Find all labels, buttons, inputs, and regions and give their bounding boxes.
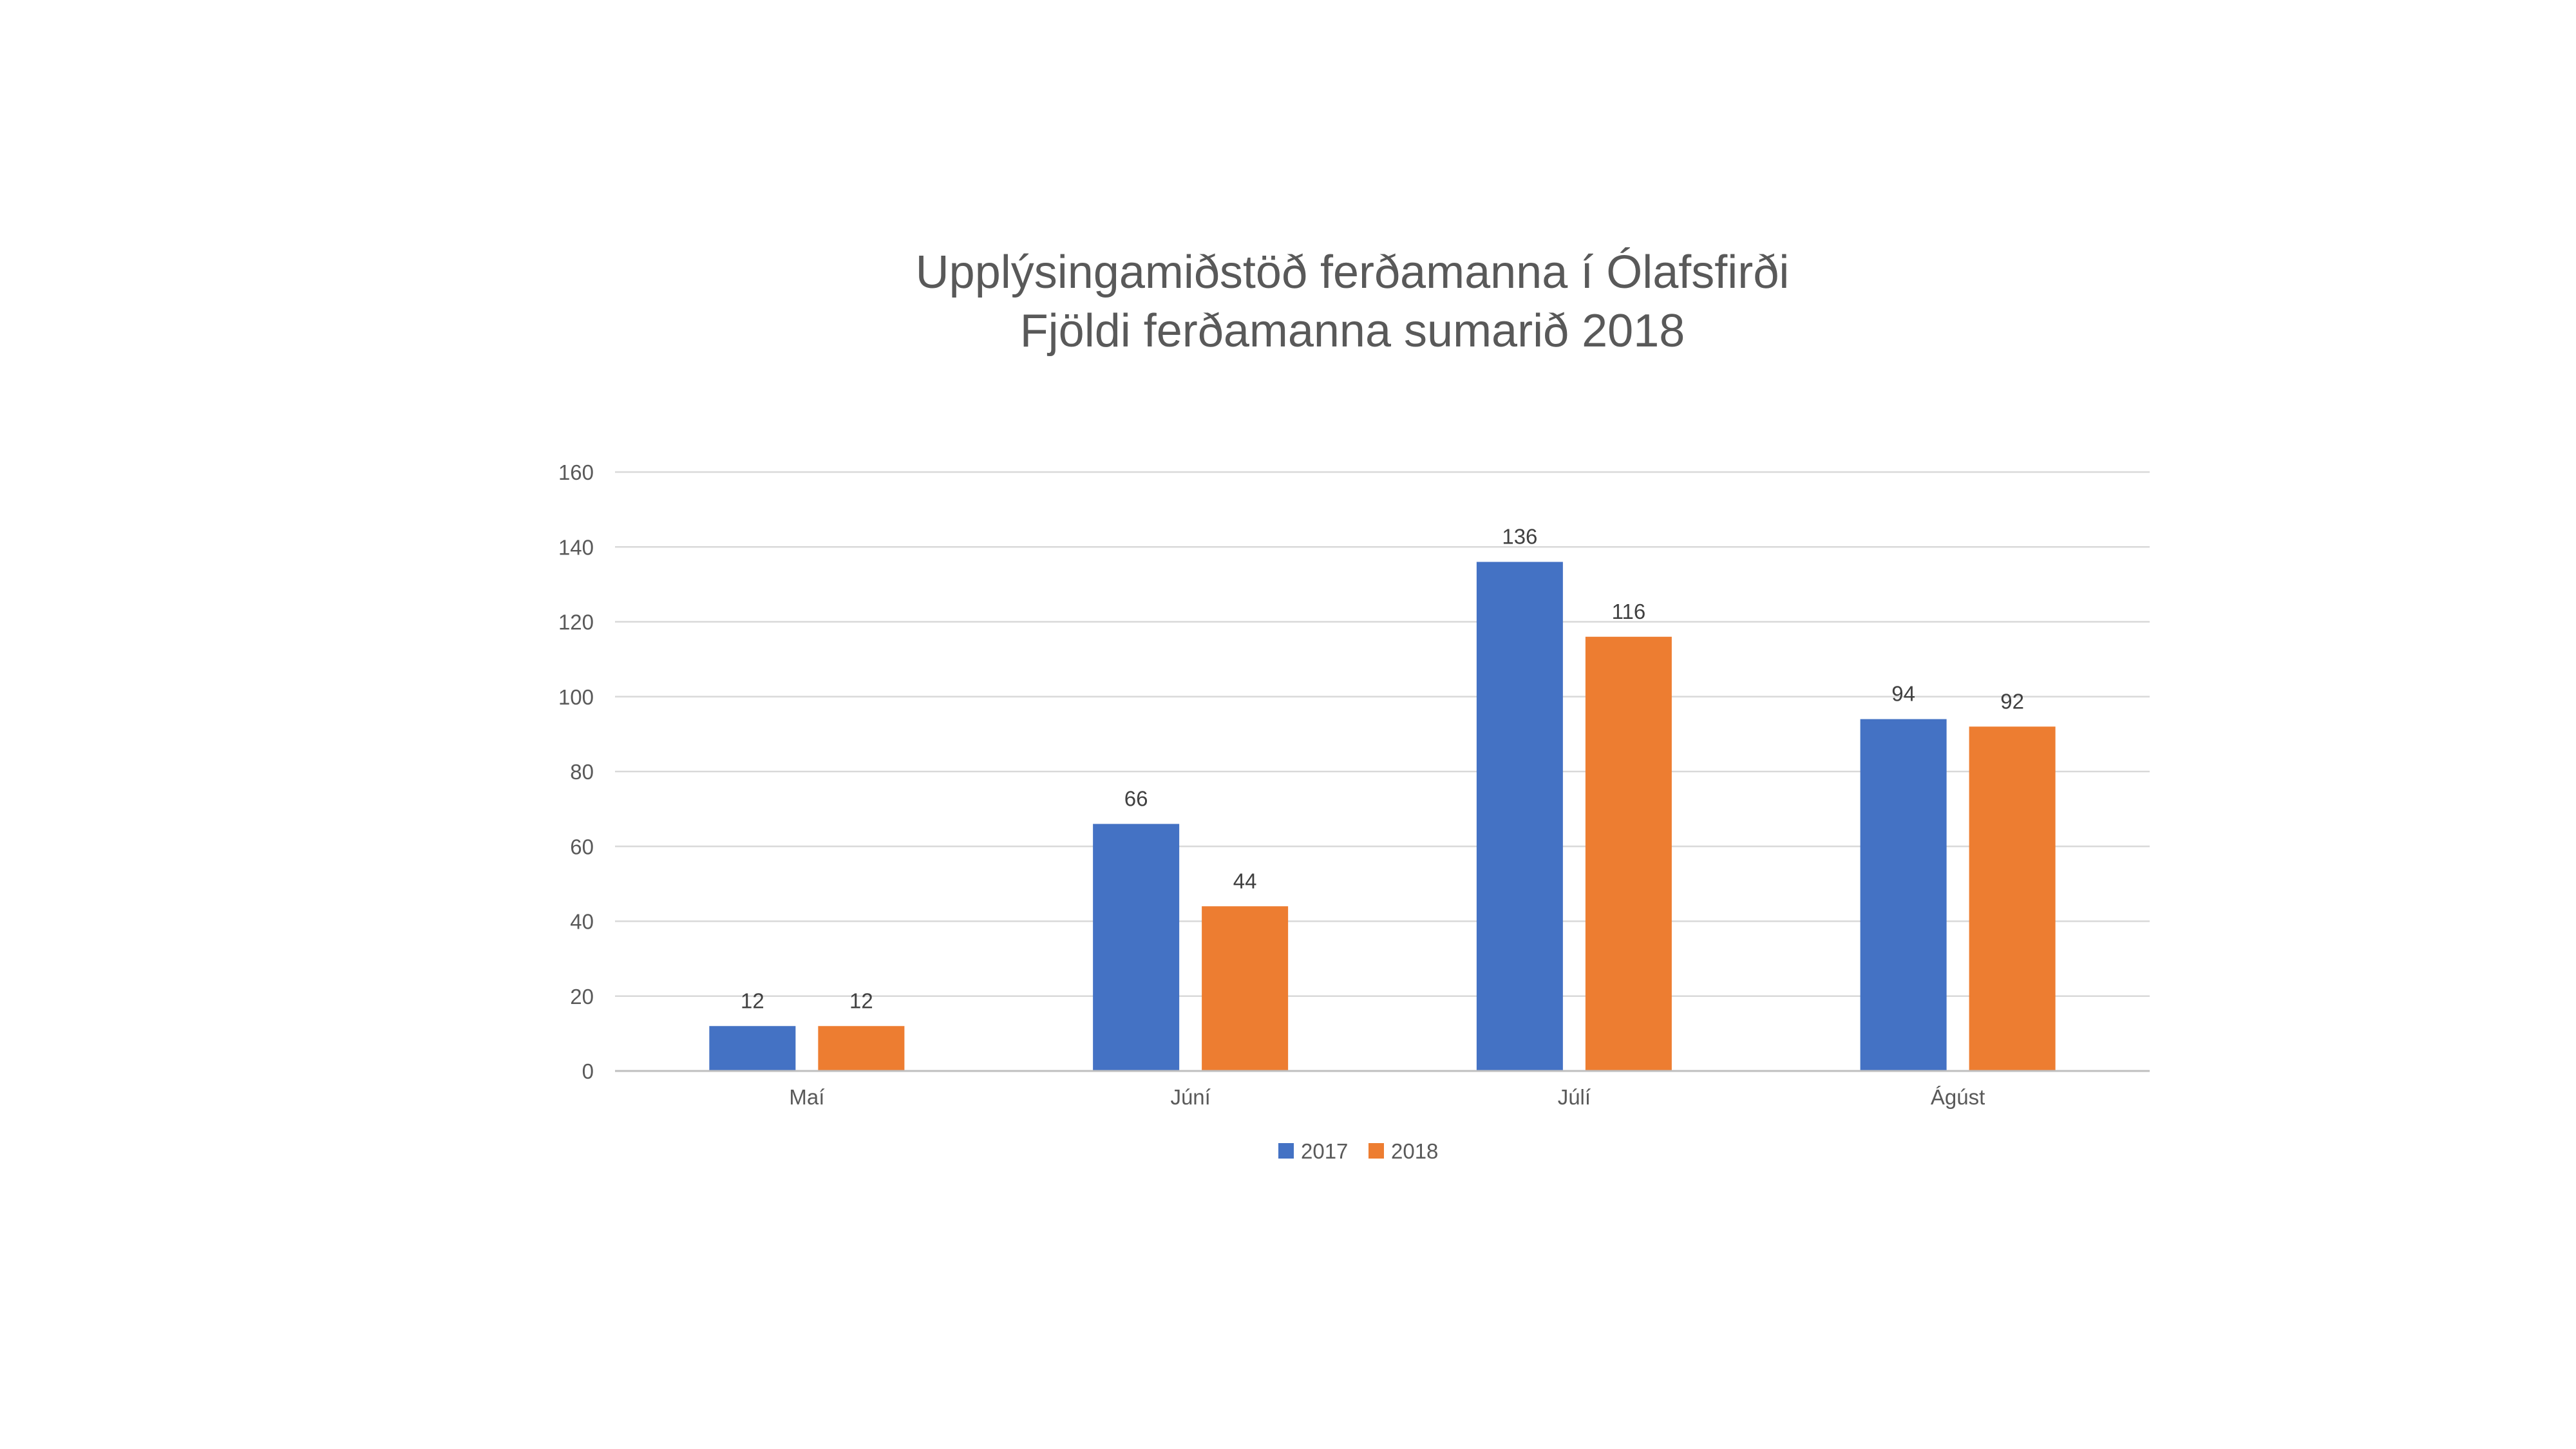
data-label: 12 — [741, 989, 764, 1012]
y-axis-ticks: 0 20 40 60 80 100 120 140 160 — [558, 460, 594, 1083]
x-tick-label: Maí — [789, 1085, 824, 1109]
y-tick-label: 0 — [582, 1059, 594, 1083]
y-tick-label: 20 — [570, 985, 594, 1009]
data-label: 12 — [849, 989, 873, 1012]
data-label: 66 — [1124, 786, 1148, 810]
legend-label-2017: 2017 — [1301, 1139, 1348, 1163]
legend-swatch-2017 — [1278, 1143, 1294, 1159]
y-tick-label: 160 — [558, 460, 594, 484]
bar-2018-Ágúst — [1969, 726, 2056, 1071]
chart-title: Upplýsingamiðstöð ferðamanna í Ólafsfirð… — [916, 247, 1790, 298]
x-tick-label: Júlí — [1558, 1085, 1591, 1109]
bar-2017-Ágúst — [1860, 719, 1947, 1071]
bar-2018-Maí — [818, 1026, 905, 1071]
x-tick-label: Júní — [1170, 1085, 1210, 1109]
y-tick-label: 140 — [558, 535, 594, 559]
data-label: 116 — [1612, 600, 1646, 623]
x-tick-label: Ágúst — [1931, 1085, 1985, 1109]
bar-2017-Júní — [1093, 824, 1180, 1071]
y-tick-label: 40 — [570, 910, 594, 934]
y-tick-label: 100 — [558, 685, 594, 709]
bar-2018-Júlí — [1585, 636, 1672, 1071]
bar-2017-Maí — [709, 1026, 796, 1071]
y-tick-label: 80 — [570, 760, 594, 784]
gridlines — [615, 471, 2150, 997]
data-label: 44 — [1233, 869, 1257, 893]
bar-2018-Júní — [1202, 906, 1289, 1071]
data-label: 92 — [2000, 689, 2024, 713]
x-axis-ticks: Maí Júní Júlí Ágúst — [789, 1085, 1985, 1109]
y-tick-label: 60 — [570, 835, 594, 858]
legend: 2017 2018 — [1278, 1139, 1438, 1163]
chart-subtitle: Fjöldi ferðamanna sumarið 2018 — [1020, 305, 1685, 357]
data-label: 94 — [1891, 682, 1915, 706]
legend-label-2018: 2018 — [1391, 1139, 1438, 1163]
bars — [709, 562, 2056, 1071]
data-labels: 12 12 66 44 136 116 94 92 — [741, 525, 2024, 1013]
data-label: 136 — [1502, 525, 1537, 549]
legend-swatch-2018 — [1368, 1143, 1384, 1159]
y-tick-label: 120 — [558, 611, 594, 634]
bar-2017-Júlí — [1476, 562, 1563, 1071]
